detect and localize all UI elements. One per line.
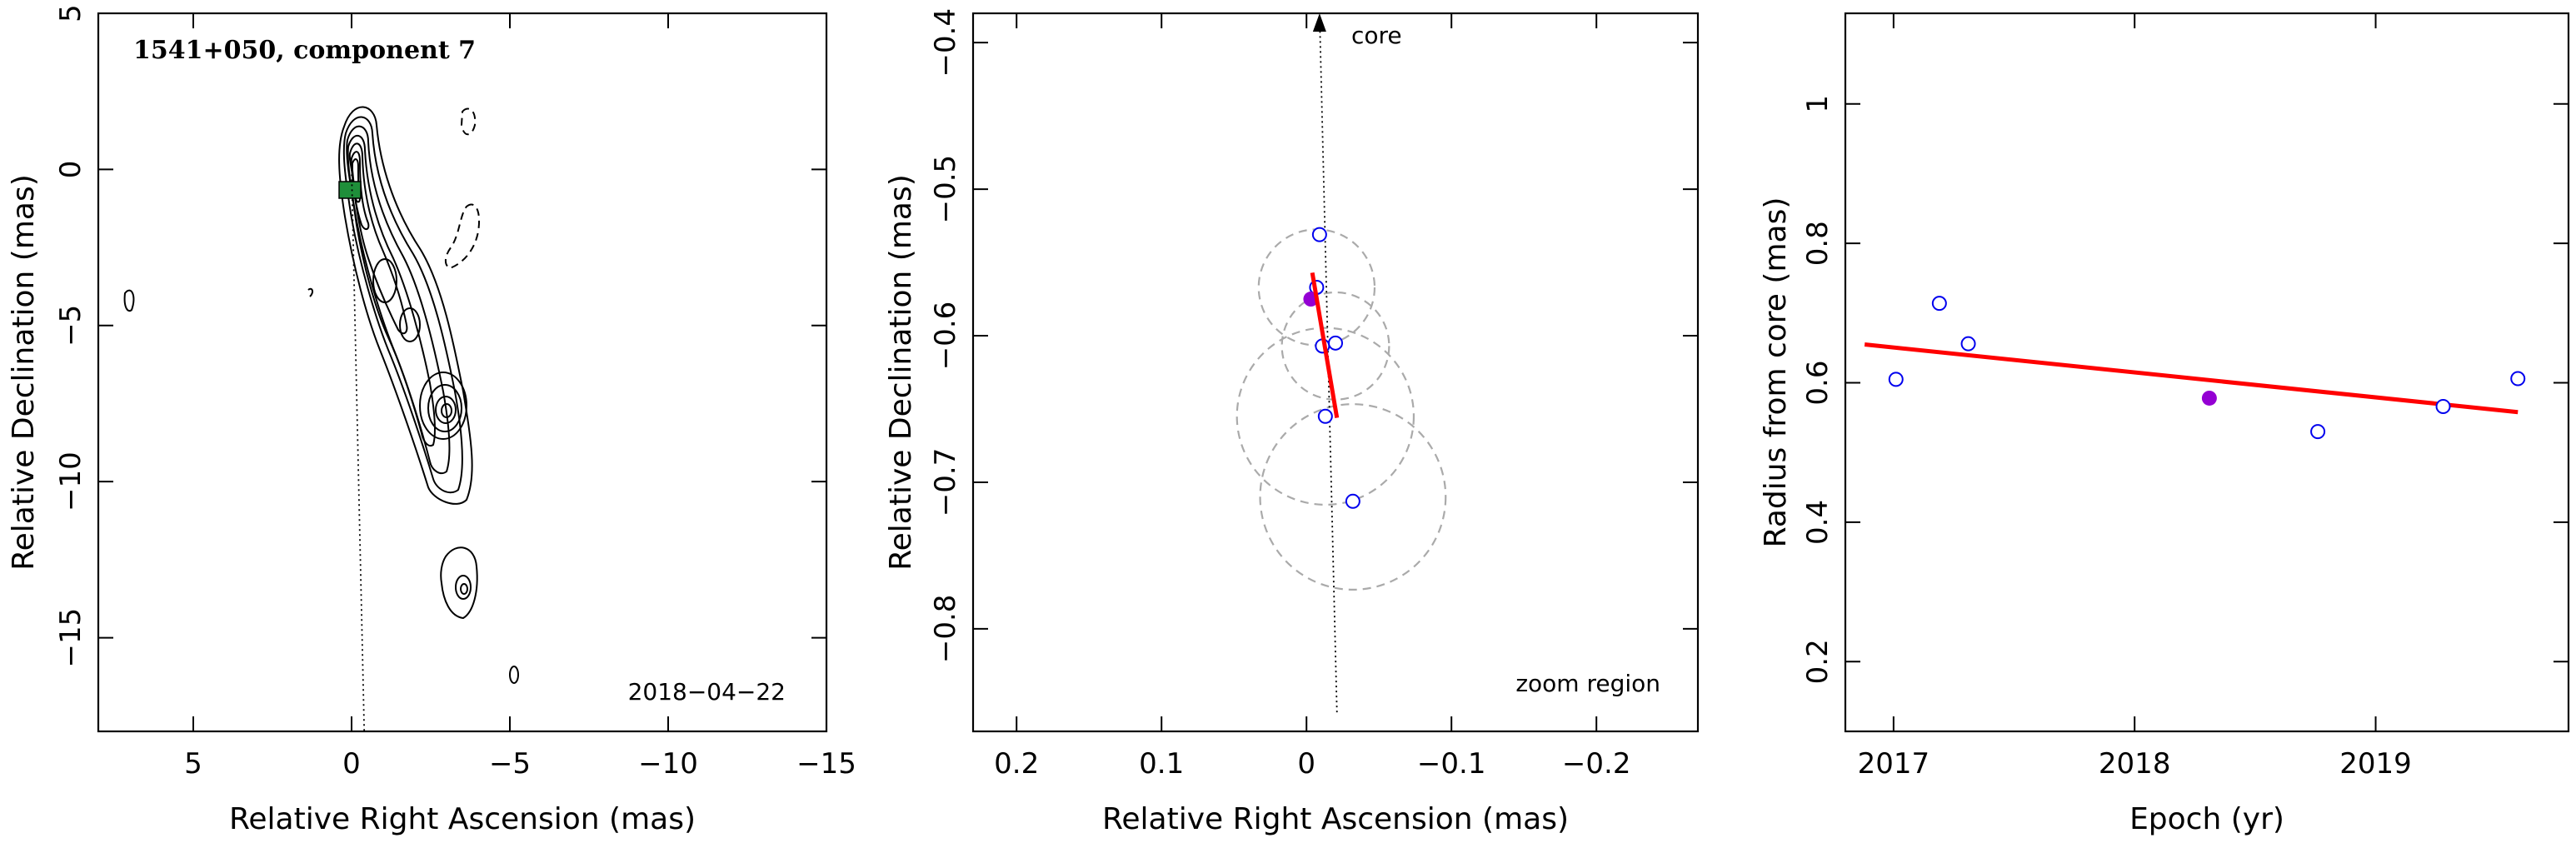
data-point-open (1317, 408, 1333, 424)
jet-direction-line (351, 169, 366, 732)
contour-level (399, 307, 421, 342)
x-tick-label: 0 (342, 747, 361, 781)
panel1-xlabel: Relative Right Ascension (mas) (229, 802, 696, 836)
panel2-points (1303, 227, 1360, 509)
x-tick-label: 0.2 (994, 747, 1039, 781)
y-tick-label: 1 (1801, 95, 1835, 113)
y-tick-label: −10 (54, 451, 87, 511)
x-tick-label: 5 (184, 747, 202, 781)
data-point-open (1328, 335, 1343, 351)
data-point-open (2310, 424, 2326, 440)
contour-level (372, 258, 397, 303)
x-tick-label: 0 (1297, 747, 1315, 781)
contour-level (440, 546, 478, 620)
x-tick-label: 2018 (2099, 747, 2171, 781)
negative-contour (460, 107, 477, 136)
negative-contour (445, 203, 480, 270)
panel2-ticks: 0.2 0.1 0 −0.1 −0.2 −0.4 −0.5 −0.6 −0.7 −0.8 (929, 8, 1698, 781)
core-label: core (1351, 22, 1402, 49)
contour-level (427, 384, 462, 432)
contour-level (509, 666, 519, 684)
panel-contour-map: 5 0 −5 −10 −15 5 0 −5 −10 −15 (7, 4, 856, 836)
contour-level (307, 287, 314, 297)
component-marker (338, 181, 362, 199)
panel3-frame (1844, 12, 2570, 733)
y-tick-label: 5 (54, 4, 87, 22)
contour-level (347, 135, 437, 446)
y-tick-label: −0.6 (929, 302, 962, 371)
panel2-fit-line (1310, 272, 1340, 418)
panel2-zoom-annotation: zoom region (1515, 670, 1660, 697)
contour-level (460, 583, 468, 595)
x-tick-label: −0.2 (1562, 747, 1631, 781)
data-point-open (1960, 336, 1976, 352)
y-tick-label: −0.5 (929, 155, 962, 224)
x-tick-label: −15 (796, 747, 856, 781)
core-direction-line (1318, 12, 1338, 713)
panel3-fit-line (1864, 342, 2519, 415)
contour-level (435, 396, 457, 424)
y-tick-label: −5 (54, 305, 87, 347)
panel3-ticks: 2017 2018 2019 0.2 0.4 0.6 0.8 1 (1801, 13, 2569, 781)
panel1-ylabel: Relative Declination (mas) (7, 174, 41, 571)
panel2-xlabel: Relative Right Ascension (mas) (1102, 802, 1569, 836)
data-point-open (2435, 399, 2451, 415)
data-point-open (1931, 296, 1947, 312)
contour-level (342, 116, 463, 494)
x-tick-label: −10 (638, 747, 698, 781)
y-tick-label: 0 (54, 161, 87, 179)
y-tick-label: −15 (54, 608, 87, 668)
error-circle (1281, 291, 1390, 401)
contour-level (455, 575, 472, 600)
y-tick-label: 0.8 (1801, 221, 1835, 266)
error-circle (1236, 327, 1415, 506)
contour-level (123, 289, 135, 312)
panel2-frame (971, 12, 1700, 733)
panel1-title: 1541+050, component 7 (133, 36, 476, 65)
panel3-points (1888, 296, 2526, 440)
contour-level (338, 106, 473, 505)
x-tick-label: 2017 (1858, 747, 1930, 781)
error-circles (1236, 228, 1447, 591)
data-point-current-epoch (2201, 390, 2217, 406)
core-arrow-head (1312, 13, 1326, 32)
contour-level (419, 372, 467, 440)
panel1-ticks: 5 0 −5 −10 −15 5 0 −5 −10 −15 (54, 4, 856, 781)
data-point-open (1311, 227, 1327, 242)
y-tick-label: 0.4 (1801, 500, 1835, 545)
x-tick-label: −5 (489, 747, 531, 781)
y-tick-label: −0.8 (929, 595, 962, 664)
contour-level (441, 403, 452, 418)
y-tick-label: 0.6 (1801, 361, 1835, 406)
error-circle (1259, 403, 1447, 591)
x-tick-label: −0.1 (1417, 747, 1486, 781)
panel2-ylabel: Relative Declination (mas) (884, 174, 918, 571)
y-tick-label: −0.4 (929, 8, 962, 77)
panel1-frame (97, 12, 828, 733)
panel-radius-epoch: 2017 2018 2019 0.2 0.4 0.6 0.8 1 Epoch (yr) Rad… (1759, 12, 2570, 836)
y-tick-label: 0.2 (1801, 639, 1835, 684)
panel-zoom-region: 0.2 0.1 0 −0.1 −0.2 −0.4 −0.5 −0.6 −0.7 −0.8 core… (884, 8, 1700, 836)
data-point-open (2510, 371, 2526, 387)
x-tick-label: 2019 (2339, 747, 2412, 781)
panel1-date-annotation: 2018−04−22 (628, 678, 786, 706)
data-point-open (1888, 372, 1904, 387)
panel3-xlabel: Epoch (yr) (2129, 802, 2284, 836)
y-tick-label: −0.7 (929, 448, 962, 517)
x-tick-label: 0.1 (1139, 747, 1184, 781)
contour-level (346, 125, 451, 475)
data-point-open (1345, 493, 1360, 509)
contour-map (123, 106, 519, 684)
panel3-ylabel: Radius from core (mas) (1759, 197, 1793, 548)
